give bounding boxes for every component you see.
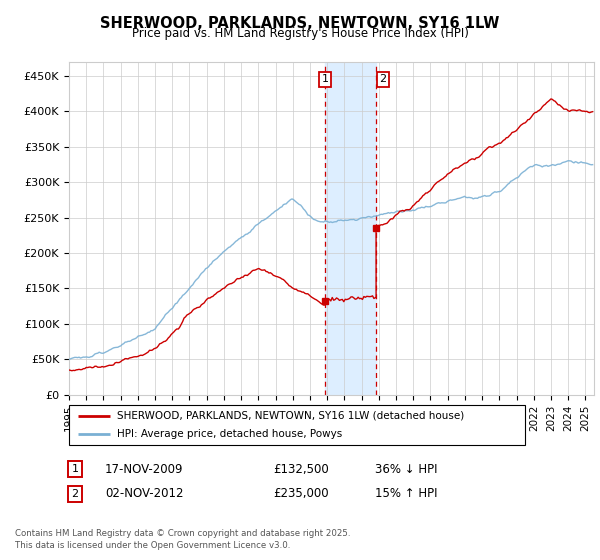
Text: 36% ↓ HPI: 36% ↓ HPI <box>375 463 437 476</box>
Text: HPI: Average price, detached house, Powys: HPI: Average price, detached house, Powy… <box>117 430 342 439</box>
Text: 2: 2 <box>71 489 79 499</box>
Text: 2: 2 <box>379 74 386 85</box>
Text: SHERWOOD, PARKLANDS, NEWTOWN, SY16 1LW: SHERWOOD, PARKLANDS, NEWTOWN, SY16 1LW <box>100 16 500 31</box>
Text: 15% ↑ HPI: 15% ↑ HPI <box>375 487 437 501</box>
Bar <box>325 62 376 395</box>
Text: SHERWOOD, PARKLANDS, NEWTOWN, SY16 1LW (detached house): SHERWOOD, PARKLANDS, NEWTOWN, SY16 1LW (… <box>117 411 464 421</box>
FancyBboxPatch shape <box>69 405 525 445</box>
Text: £235,000: £235,000 <box>273 487 329 501</box>
Text: 02-NOV-2012: 02-NOV-2012 <box>105 487 184 501</box>
Text: 1: 1 <box>322 74 329 85</box>
Text: Price paid vs. HM Land Registry's House Price Index (HPI): Price paid vs. HM Land Registry's House … <box>131 27 469 40</box>
Text: £132,500: £132,500 <box>273 463 329 476</box>
Text: 1: 1 <box>71 464 79 474</box>
Text: 17-NOV-2009: 17-NOV-2009 <box>105 463 184 476</box>
Text: Contains HM Land Registry data © Crown copyright and database right 2025.
This d: Contains HM Land Registry data © Crown c… <box>15 529 350 550</box>
